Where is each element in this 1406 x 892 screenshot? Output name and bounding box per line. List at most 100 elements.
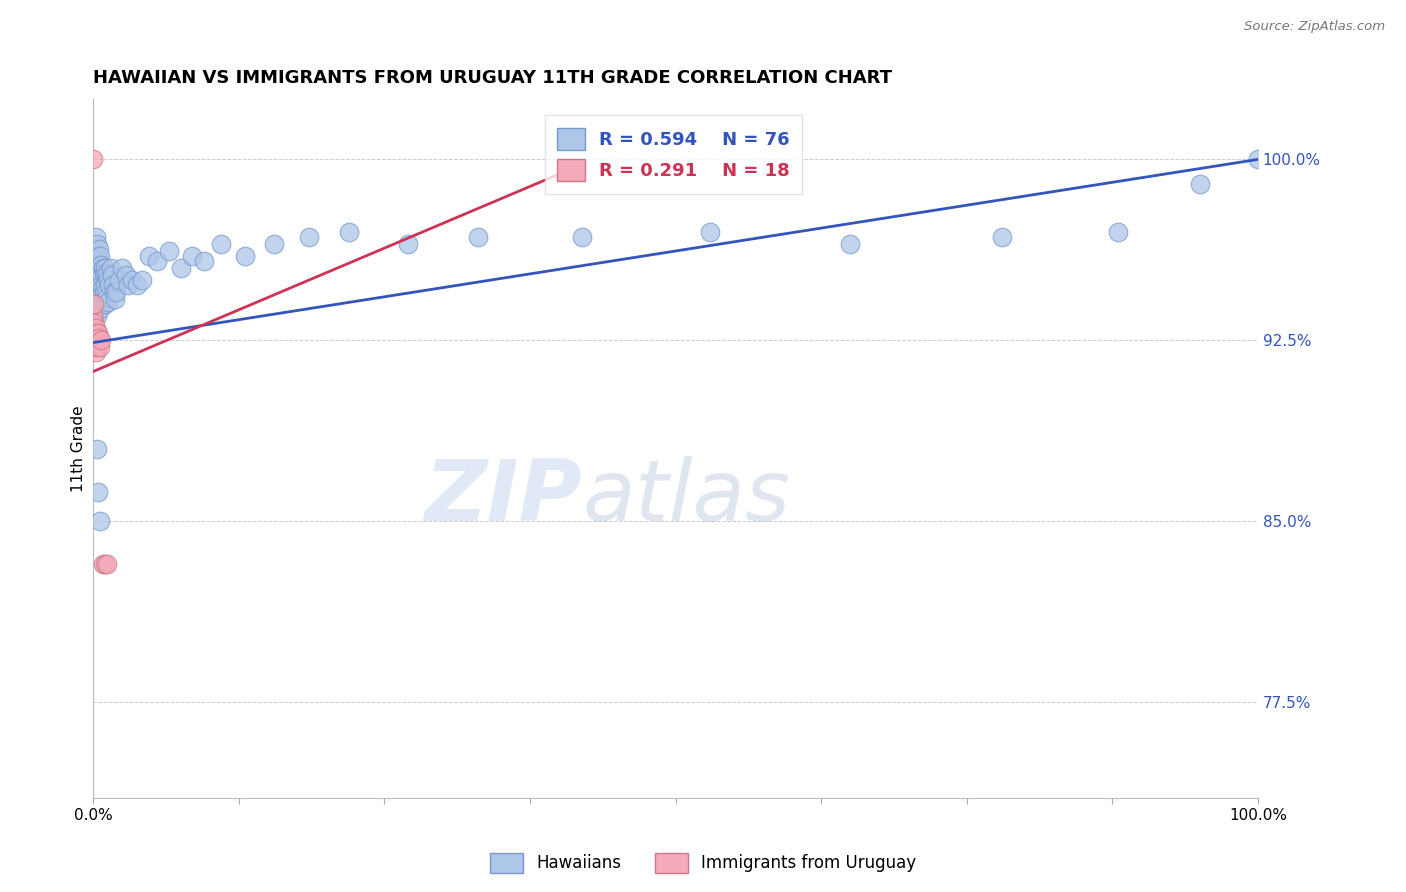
Point	[86, 309, 108, 323]
Point	[263, 236, 285, 251]
Point	[339, 225, 361, 239]
Point	[990, 229, 1012, 244]
Point	[91, 260, 114, 275]
Point	[94, 558, 117, 572]
Point	[169, 260, 191, 275]
Point	[90, 297, 112, 311]
Point	[467, 229, 489, 244]
Point	[84, 273, 107, 287]
Point	[90, 277, 112, 292]
Point	[90, 259, 112, 273]
Point	[89, 266, 111, 280]
Point	[94, 260, 117, 275]
Point	[1247, 153, 1270, 167]
Point	[94, 297, 117, 311]
Point	[138, 249, 160, 263]
Point	[97, 273, 120, 287]
Point	[111, 260, 134, 275]
Point	[87, 485, 110, 500]
Point	[86, 326, 108, 340]
Point	[699, 225, 721, 239]
Point	[91, 280, 114, 294]
Point	[87, 297, 110, 311]
Point	[93, 285, 115, 299]
Point	[89, 283, 111, 297]
Point	[97, 294, 120, 309]
Text: HAWAIIAN VS IMMIGRANTS FROM URUGUAY 11TH GRADE CORRELATION CHART: HAWAIIAN VS IMMIGRANTS FROM URUGUAY 11TH…	[93, 69, 893, 87]
Point	[84, 229, 107, 244]
Point	[83, 297, 105, 311]
Point	[87, 277, 110, 292]
Point	[100, 260, 122, 275]
Point	[84, 333, 107, 347]
Point	[86, 273, 108, 287]
Point	[89, 249, 111, 263]
Point	[86, 285, 108, 299]
Point	[96, 268, 118, 282]
Point	[83, 316, 105, 330]
Point	[87, 331, 110, 345]
Point	[93, 266, 115, 280]
Point	[91, 558, 114, 572]
Text: atlas: atlas	[582, 456, 790, 539]
Point	[86, 442, 108, 456]
Point	[107, 273, 129, 287]
Point	[571, 229, 593, 244]
Point	[157, 244, 180, 258]
Point	[101, 268, 124, 282]
Point	[87, 259, 110, 273]
Point	[193, 253, 215, 268]
Point	[87, 285, 110, 299]
Point	[87, 266, 110, 280]
Point	[105, 285, 128, 299]
Point	[181, 249, 204, 263]
Point	[83, 326, 105, 340]
Point	[87, 242, 110, 256]
Point	[233, 249, 256, 263]
Point	[82, 309, 104, 323]
Point	[84, 285, 107, 299]
Point	[131, 273, 153, 287]
Point	[90, 333, 112, 347]
Point	[86, 340, 108, 354]
Text: ZIP: ZIP	[425, 456, 582, 539]
Point	[121, 273, 143, 287]
Point	[83, 309, 105, 323]
Point	[1188, 177, 1211, 191]
Point	[96, 558, 118, 572]
Point	[84, 249, 107, 263]
Point	[86, 253, 108, 268]
Point	[127, 277, 149, 292]
Point	[839, 236, 862, 251]
Point	[89, 514, 111, 528]
Point	[89, 340, 111, 354]
Point	[396, 236, 419, 251]
Point	[83, 297, 105, 311]
Point	[117, 277, 139, 292]
Point	[94, 277, 117, 292]
Point	[146, 253, 169, 268]
Point	[94, 285, 117, 299]
Point	[87, 326, 110, 340]
Point	[101, 277, 124, 292]
Point	[89, 301, 111, 316]
Point	[209, 236, 232, 251]
Point	[98, 277, 121, 292]
Point	[94, 266, 117, 280]
Point	[84, 321, 107, 335]
Point	[84, 345, 107, 359]
Legend: Hawaiians, Immigrants from Uruguay: Hawaiians, Immigrants from Uruguay	[482, 847, 924, 880]
Point	[1107, 225, 1129, 239]
Legend: R = 0.594    N = 76, R = 0.291    N = 18: R = 0.594 N = 76, R = 0.291 N = 18	[544, 115, 803, 194]
Y-axis label: 11th Grade: 11th Grade	[72, 405, 86, 491]
Point	[114, 268, 136, 282]
Point	[83, 321, 105, 335]
Point	[82, 153, 104, 167]
Point	[103, 285, 125, 299]
Point	[96, 290, 118, 304]
Point	[298, 229, 321, 244]
Point	[104, 292, 127, 306]
Text: Source: ZipAtlas.com: Source: ZipAtlas.com	[1244, 20, 1385, 33]
Point	[83, 340, 105, 354]
Point	[86, 236, 108, 251]
